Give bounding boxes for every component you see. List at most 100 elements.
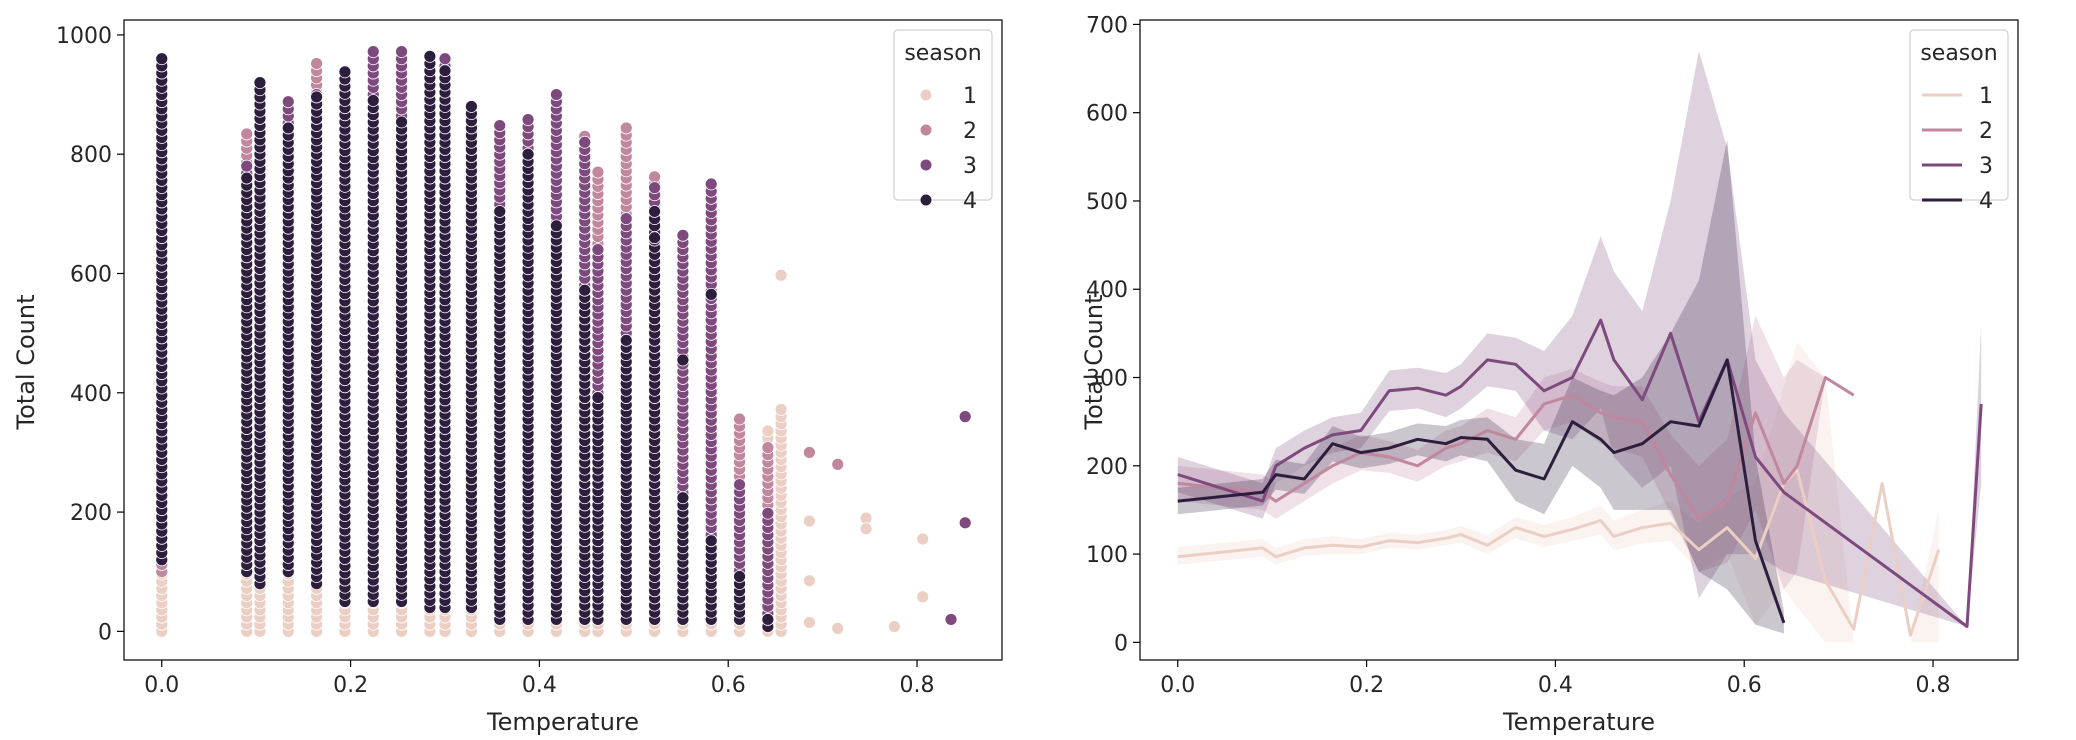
scatter-point [803,514,816,528]
x-tick-label: 0.0 [144,673,179,698]
x-tick-label: 0.8 [900,673,935,698]
legend-title: season [1920,41,1997,66]
x-tick-label: 0.2 [333,673,368,698]
legend-marker-season-1 [919,88,933,102]
scatter-point [493,119,507,132]
scatter-point [916,532,930,546]
scatter-point [676,491,690,505]
scatter-point [831,457,845,471]
scatter-point [648,181,661,195]
legend-label-season-4: 4 [963,189,977,214]
scatter-point [676,353,690,367]
legend-label-season-3: 3 [1979,154,1993,179]
scatter-point [958,410,972,424]
scatter-point [423,49,437,63]
scatter-point [859,522,873,536]
scatter-series-season-3 [155,45,972,626]
x-tick-label: 0.2 [1349,673,1384,698]
scatter-point [887,620,901,633]
legend-label-season-1: 1 [963,84,977,109]
legend-label-season-1: 1 [1979,84,1993,109]
line-marks [1177,50,1983,643]
line-y-axis-label: Total Count [1080,295,1108,431]
y-tick-label: 1000 [56,24,112,49]
confidence-band-season-3 [1177,50,1982,627]
scatter-point [591,391,605,404]
scatter-point [310,57,323,70]
scatter-point [395,45,408,59]
y-tick-label: 0 [98,620,112,645]
scatter-point [366,94,380,107]
scatter-point [591,165,605,179]
scatter-x-axis-label: Temperature [486,708,639,736]
scatter-point [619,212,633,226]
scatter-point [366,45,380,59]
scatter-point [761,424,775,438]
scatter-point [549,88,563,101]
scatter-point [704,287,718,301]
x-tick-label: 0.6 [1727,673,1762,698]
y-tick-label: 200 [1086,455,1128,480]
y-tick-label: 500 [1086,190,1128,215]
scatter-point [549,219,563,233]
scatter-point [591,243,605,257]
scatter-point [465,100,478,113]
scatter-point [676,228,690,242]
scatter-point [733,412,746,426]
scatter-point [338,65,352,79]
scatter-point [761,506,775,520]
x-tick-label: 0.0 [1160,673,1195,698]
scatter-marks [155,45,972,638]
scatter-point [619,121,633,135]
scatter-panel: 0.0 0.2 0.4 0.6 0.8 0 200 400 600 800 1000 Tempera… [12,19,1003,736]
scatter-point [521,147,535,161]
scatter-point [803,446,816,459]
scatter-point [578,283,592,297]
y-tick-label: 600 [70,262,112,287]
scatter-point [831,621,845,635]
scatter-y-axis-label: Total Count [12,295,40,431]
scatter-point [619,333,633,347]
legend-label-season-3: 3 [963,154,977,179]
scatter-point [761,613,775,626]
scatter-point [648,170,661,184]
scatter-point [240,171,254,185]
scatter-point [704,534,718,548]
scatter-point [240,127,254,141]
scatter-point [281,121,295,135]
scatter-point [648,205,661,218]
scatter-point [761,441,775,455]
scatter-point [774,403,788,416]
legend-title: season [904,41,981,66]
scatter-point [733,478,746,492]
y-tick-label: 0 [1114,631,1128,656]
y-tick-label: 100 [1086,543,1128,568]
x-tick-label: 0.6 [711,673,746,698]
scatter-point [395,115,408,129]
legend-marker-season-3 [919,158,933,172]
scatter-point [438,52,452,66]
x-tick-label: 0.4 [522,673,557,698]
scatter-point [803,574,816,588]
legend-label-season-2: 2 [963,119,977,144]
scatter-point [438,64,452,78]
scatter-point [310,90,323,104]
scatter-legend: season 1 2 3 4 [893,29,993,214]
scatter-point [521,113,535,127]
y-tick-label: 600 [1086,102,1128,127]
y-tick-label: 400 [70,382,112,407]
legend-label-season-4: 4 [1979,189,1993,214]
x-tick-label: 0.8 [1916,673,1951,698]
scatter-point [281,95,295,109]
scatter-point [704,177,718,191]
scatter-point [253,76,267,90]
scatter-point [774,268,788,282]
scatter-point [944,613,958,626]
scatter-point [240,159,254,173]
scatter-point [958,516,972,530]
y-tick-label: 800 [70,143,112,168]
y-tick-label: 700 [1086,13,1128,38]
scatter-point [155,52,169,66]
scatter-point [803,616,816,629]
